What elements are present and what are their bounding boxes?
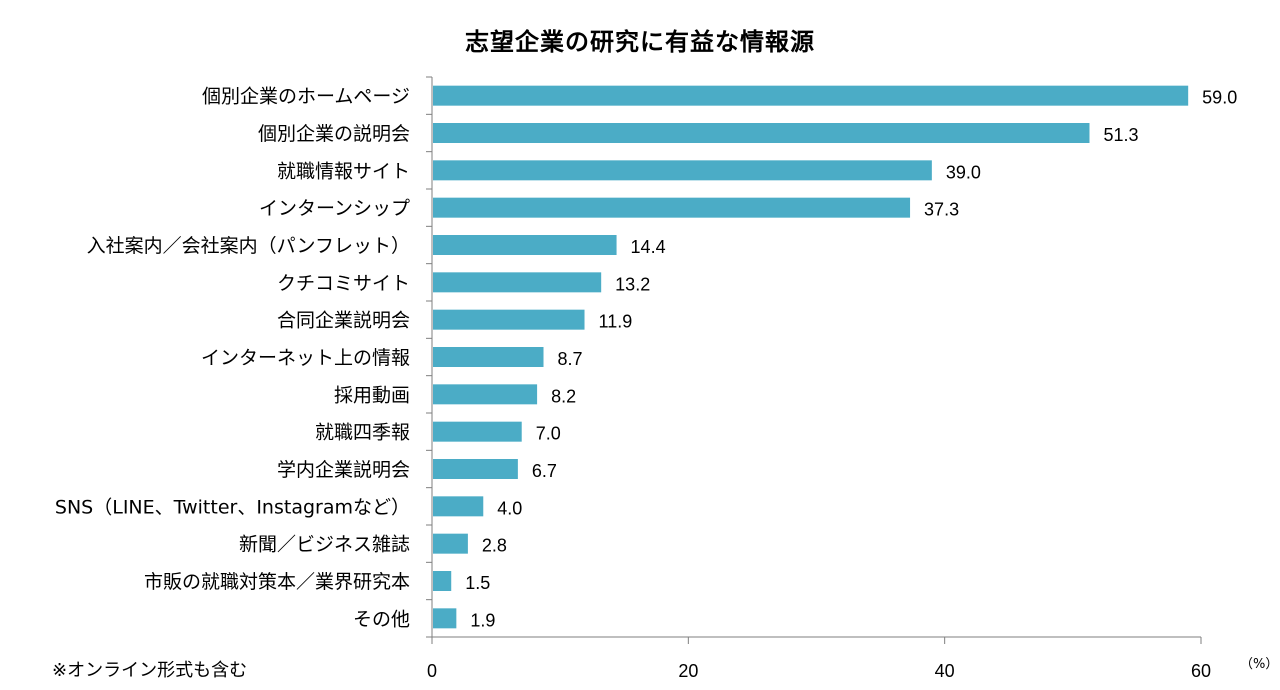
category-label: 採用動画: [334, 384, 410, 406]
bar: [433, 384, 538, 405]
x-tick-label: 40: [935, 661, 955, 681]
value-label: 8.7: [558, 349, 583, 369]
value-label: 37.3: [924, 200, 959, 220]
bar: [433, 421, 522, 442]
bar: [433, 85, 1189, 106]
category-label: 市販の就職対策本／業界研究本: [144, 571, 410, 593]
category-label: 就職四季報: [315, 422, 410, 444]
x-axis-unit-label: （%）: [1240, 657, 1278, 672]
category-label: SNS（LINE、Twitter、Instagramなど）: [55, 496, 410, 518]
footnote: ※オンライン形式も含む: [52, 660, 247, 681]
x-tick-label: 20: [678, 661, 698, 681]
bar: [433, 608, 457, 629]
category-label: クチコミサイト: [277, 272, 410, 294]
value-label: 13.2: [615, 274, 650, 294]
chart-title: 志望企業の研究に有益な情報源: [465, 28, 815, 56]
value-labels: 59.0 51.3 39.0 37.3 14.4 13.2 11.9 8.7 8.2 7.0 6.7…: [465, 88, 1237, 631]
category-label: 就職情報サイト: [277, 160, 410, 182]
bar: [433, 160, 932, 181]
value-label: 1.9: [470, 610, 495, 630]
category-label: その他: [353, 608, 410, 630]
category-label: 合同企業説明会: [277, 310, 410, 332]
bar: [433, 459, 518, 479]
category-label: 個別企業の説明会: [258, 123, 410, 145]
bar: [433, 533, 468, 554]
category-label: 新聞／ビジネス雑誌: [239, 534, 410, 556]
bar: [433, 272, 602, 293]
category-label: 入社案内／会社案内（パンフレット）: [87, 235, 410, 257]
value-label: 7.0: [536, 424, 561, 444]
category-label: 個別企業のホームページ: [202, 86, 410, 108]
value-label: 8.2: [551, 386, 576, 406]
x-tick-label: 60: [1191, 661, 1211, 681]
value-label: 11.9: [599, 312, 633, 332]
value-label: 1.5: [465, 573, 490, 593]
value-label: 4.0: [497, 498, 522, 518]
category-label: 学内企業説明会: [277, 459, 410, 481]
bar: [433, 347, 544, 367]
category-labels: 個別企業のホームページ個別企業の説明会就職情報サイトインターンシップ入社案内／会…: [55, 86, 410, 631]
bar: [433, 496, 484, 517]
bars-layer: [433, 85, 1189, 629]
bar: [433, 197, 911, 218]
category-label: インターンシップ: [259, 198, 410, 220]
value-label: 59.0: [1202, 88, 1237, 108]
bar: [433, 235, 617, 255]
value-label: 51.3: [1103, 125, 1138, 145]
bar: [433, 123, 1090, 143]
bar: [433, 571, 452, 591]
value-label: 39.0: [946, 162, 981, 182]
x-tick-label: 0: [427, 661, 437, 681]
value-label: 2.8: [482, 536, 507, 556]
axes: 0 20 40 60: [426, 76, 1211, 681]
category-label: インターネット上の情報: [201, 347, 410, 369]
bar: [433, 309, 585, 330]
value-label: 6.7: [532, 461, 557, 481]
value-label: 14.4: [631, 237, 666, 257]
